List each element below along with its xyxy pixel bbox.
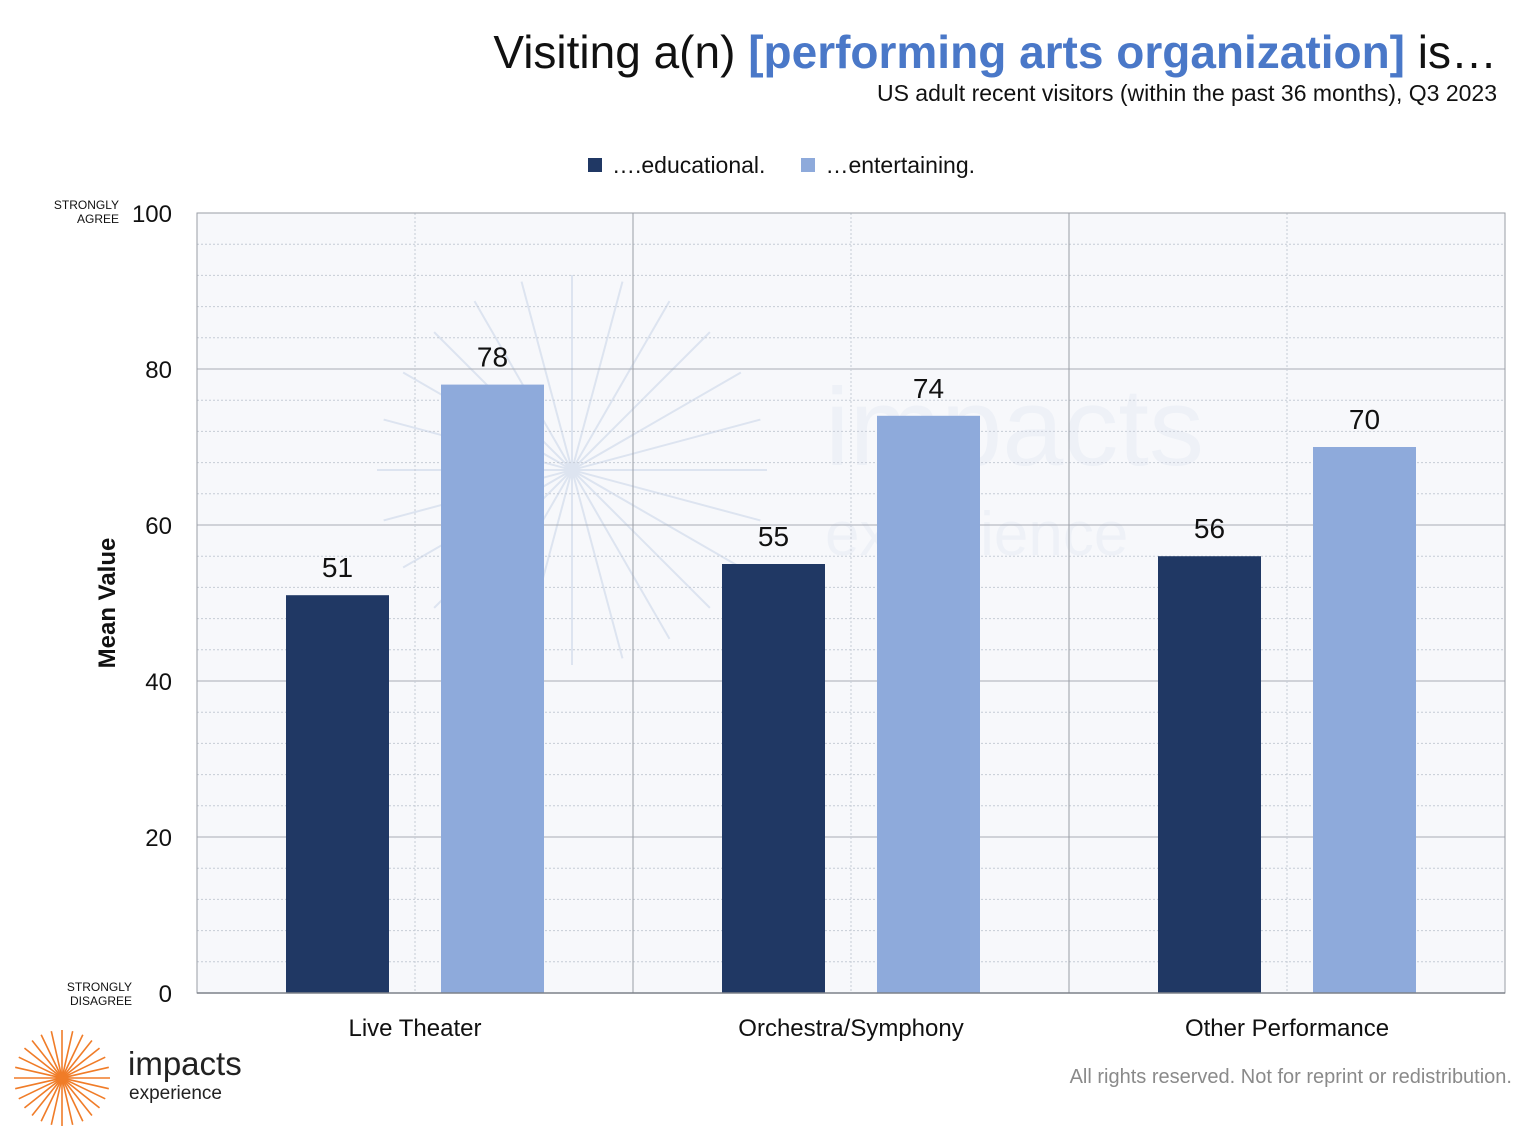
y-anchor-bottom-line2: DISAGREE (70, 994, 132, 1008)
legend-label-educational: ….educational. (612, 152, 766, 178)
y-tick-label: 20 (145, 825, 172, 852)
logo-wordmark: impacts (128, 1045, 242, 1082)
legend-item-educational: ….educational. (588, 150, 765, 180)
y-tick-label: 0 (159, 981, 172, 1008)
bar-educational (722, 564, 825, 993)
title-highlight: [performing arts organization] (748, 26, 1405, 78)
chart-title: Visiting a(n) [performing arts organizat… (493, 24, 1497, 80)
title-prefix: Visiting a(n) (493, 26, 749, 78)
y-tick-label: 80 (145, 357, 172, 384)
legend: ….educational. …entertaining. (588, 150, 975, 180)
bar-educational (1158, 556, 1261, 993)
y-anchor-top-line2: AGREE (77, 212, 119, 226)
x-tick-label: Live Theater (349, 1015, 482, 1042)
y-tick-label: 100 (132, 201, 172, 228)
legend-item-entertaining: …entertaining. (801, 150, 975, 180)
y-tick-label: 60 (145, 513, 172, 540)
data-label: 51 (322, 552, 353, 583)
bar-educational (286, 595, 389, 993)
data-label: 55 (758, 521, 789, 552)
title-suffix: is… (1405, 26, 1497, 78)
bar-entertaining (1313, 447, 1416, 993)
legend-swatch-educational (588, 158, 602, 172)
y-tick-label: 40 (145, 669, 172, 696)
y-anchor-bottom-line1: STRONGLY (67, 980, 132, 994)
legend-label-entertaining: …entertaining. (825, 152, 976, 178)
bar-entertaining (877, 415, 980, 993)
copyright-notice: All rights reserved. Not for reprint or … (1069, 1066, 1512, 1088)
x-tick-label: Orchestra/Symphony (738, 1015, 963, 1042)
y-axis-title: Mean Value (94, 538, 121, 669)
data-label: 74 (913, 373, 944, 404)
x-tick-label: Other Performance (1185, 1015, 1389, 1042)
bar-entertaining (441, 384, 544, 994)
chart-subtitle: US adult recent visitors (within the pas… (876, 80, 1497, 106)
data-label: 70 (1349, 404, 1380, 435)
y-anchor-top-line1: STRONGLY (54, 198, 119, 212)
legend-swatch-entertaining (801, 158, 816, 172)
logo-subtitle: experience (129, 1083, 222, 1104)
data-label: 56 (1194, 513, 1225, 544)
data-label: 78 (477, 342, 508, 373)
logo-ray (15, 1066, 109, 1090)
impacts-logo-icon (14, 1030, 110, 1126)
